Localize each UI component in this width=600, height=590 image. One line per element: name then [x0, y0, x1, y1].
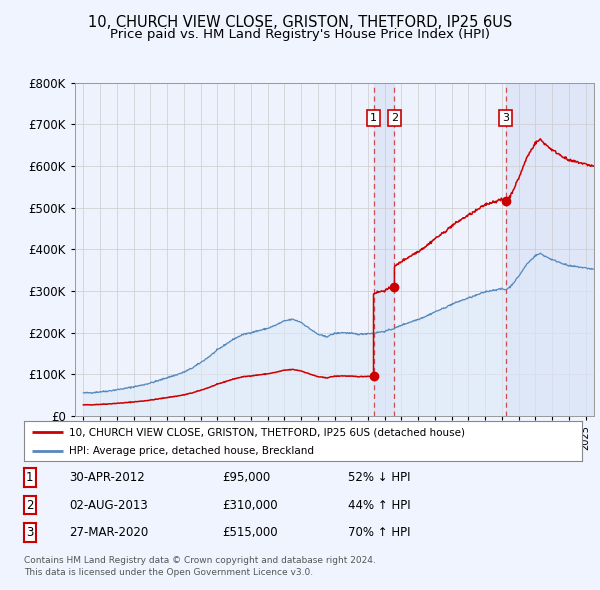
Text: Contains HM Land Registry data © Crown copyright and database right 2024.: Contains HM Land Registry data © Crown c… — [24, 556, 376, 565]
Text: Price paid vs. HM Land Registry's House Price Index (HPI): Price paid vs. HM Land Registry's House … — [110, 28, 490, 41]
Text: £515,000: £515,000 — [222, 526, 278, 539]
Text: 52% ↓ HPI: 52% ↓ HPI — [348, 471, 410, 484]
Text: 2: 2 — [26, 499, 34, 512]
Text: 10, CHURCH VIEW CLOSE, GRISTON, THETFORD, IP25 6US: 10, CHURCH VIEW CLOSE, GRISTON, THETFORD… — [88, 15, 512, 30]
Text: 27-MAR-2020: 27-MAR-2020 — [69, 526, 148, 539]
Text: 70% ↑ HPI: 70% ↑ HPI — [348, 526, 410, 539]
Text: 02-AUG-2013: 02-AUG-2013 — [69, 499, 148, 512]
Text: 3: 3 — [26, 526, 34, 539]
Text: 1: 1 — [26, 471, 34, 484]
Text: 44% ↑ HPI: 44% ↑ HPI — [348, 499, 410, 512]
Text: 30-APR-2012: 30-APR-2012 — [69, 471, 145, 484]
Text: 1: 1 — [370, 113, 377, 123]
Text: This data is licensed under the Open Government Licence v3.0.: This data is licensed under the Open Gov… — [24, 568, 313, 577]
Text: 10, CHURCH VIEW CLOSE, GRISTON, THETFORD, IP25 6US (detached house): 10, CHURCH VIEW CLOSE, GRISTON, THETFORD… — [68, 427, 464, 437]
Bar — [374, 83, 394, 416]
Bar — [506, 83, 594, 416]
Text: £95,000: £95,000 — [222, 471, 270, 484]
Text: 2: 2 — [391, 113, 398, 123]
Text: £310,000: £310,000 — [222, 499, 278, 512]
Text: HPI: Average price, detached house, Breckland: HPI: Average price, detached house, Brec… — [68, 445, 314, 455]
Text: 3: 3 — [502, 113, 509, 123]
